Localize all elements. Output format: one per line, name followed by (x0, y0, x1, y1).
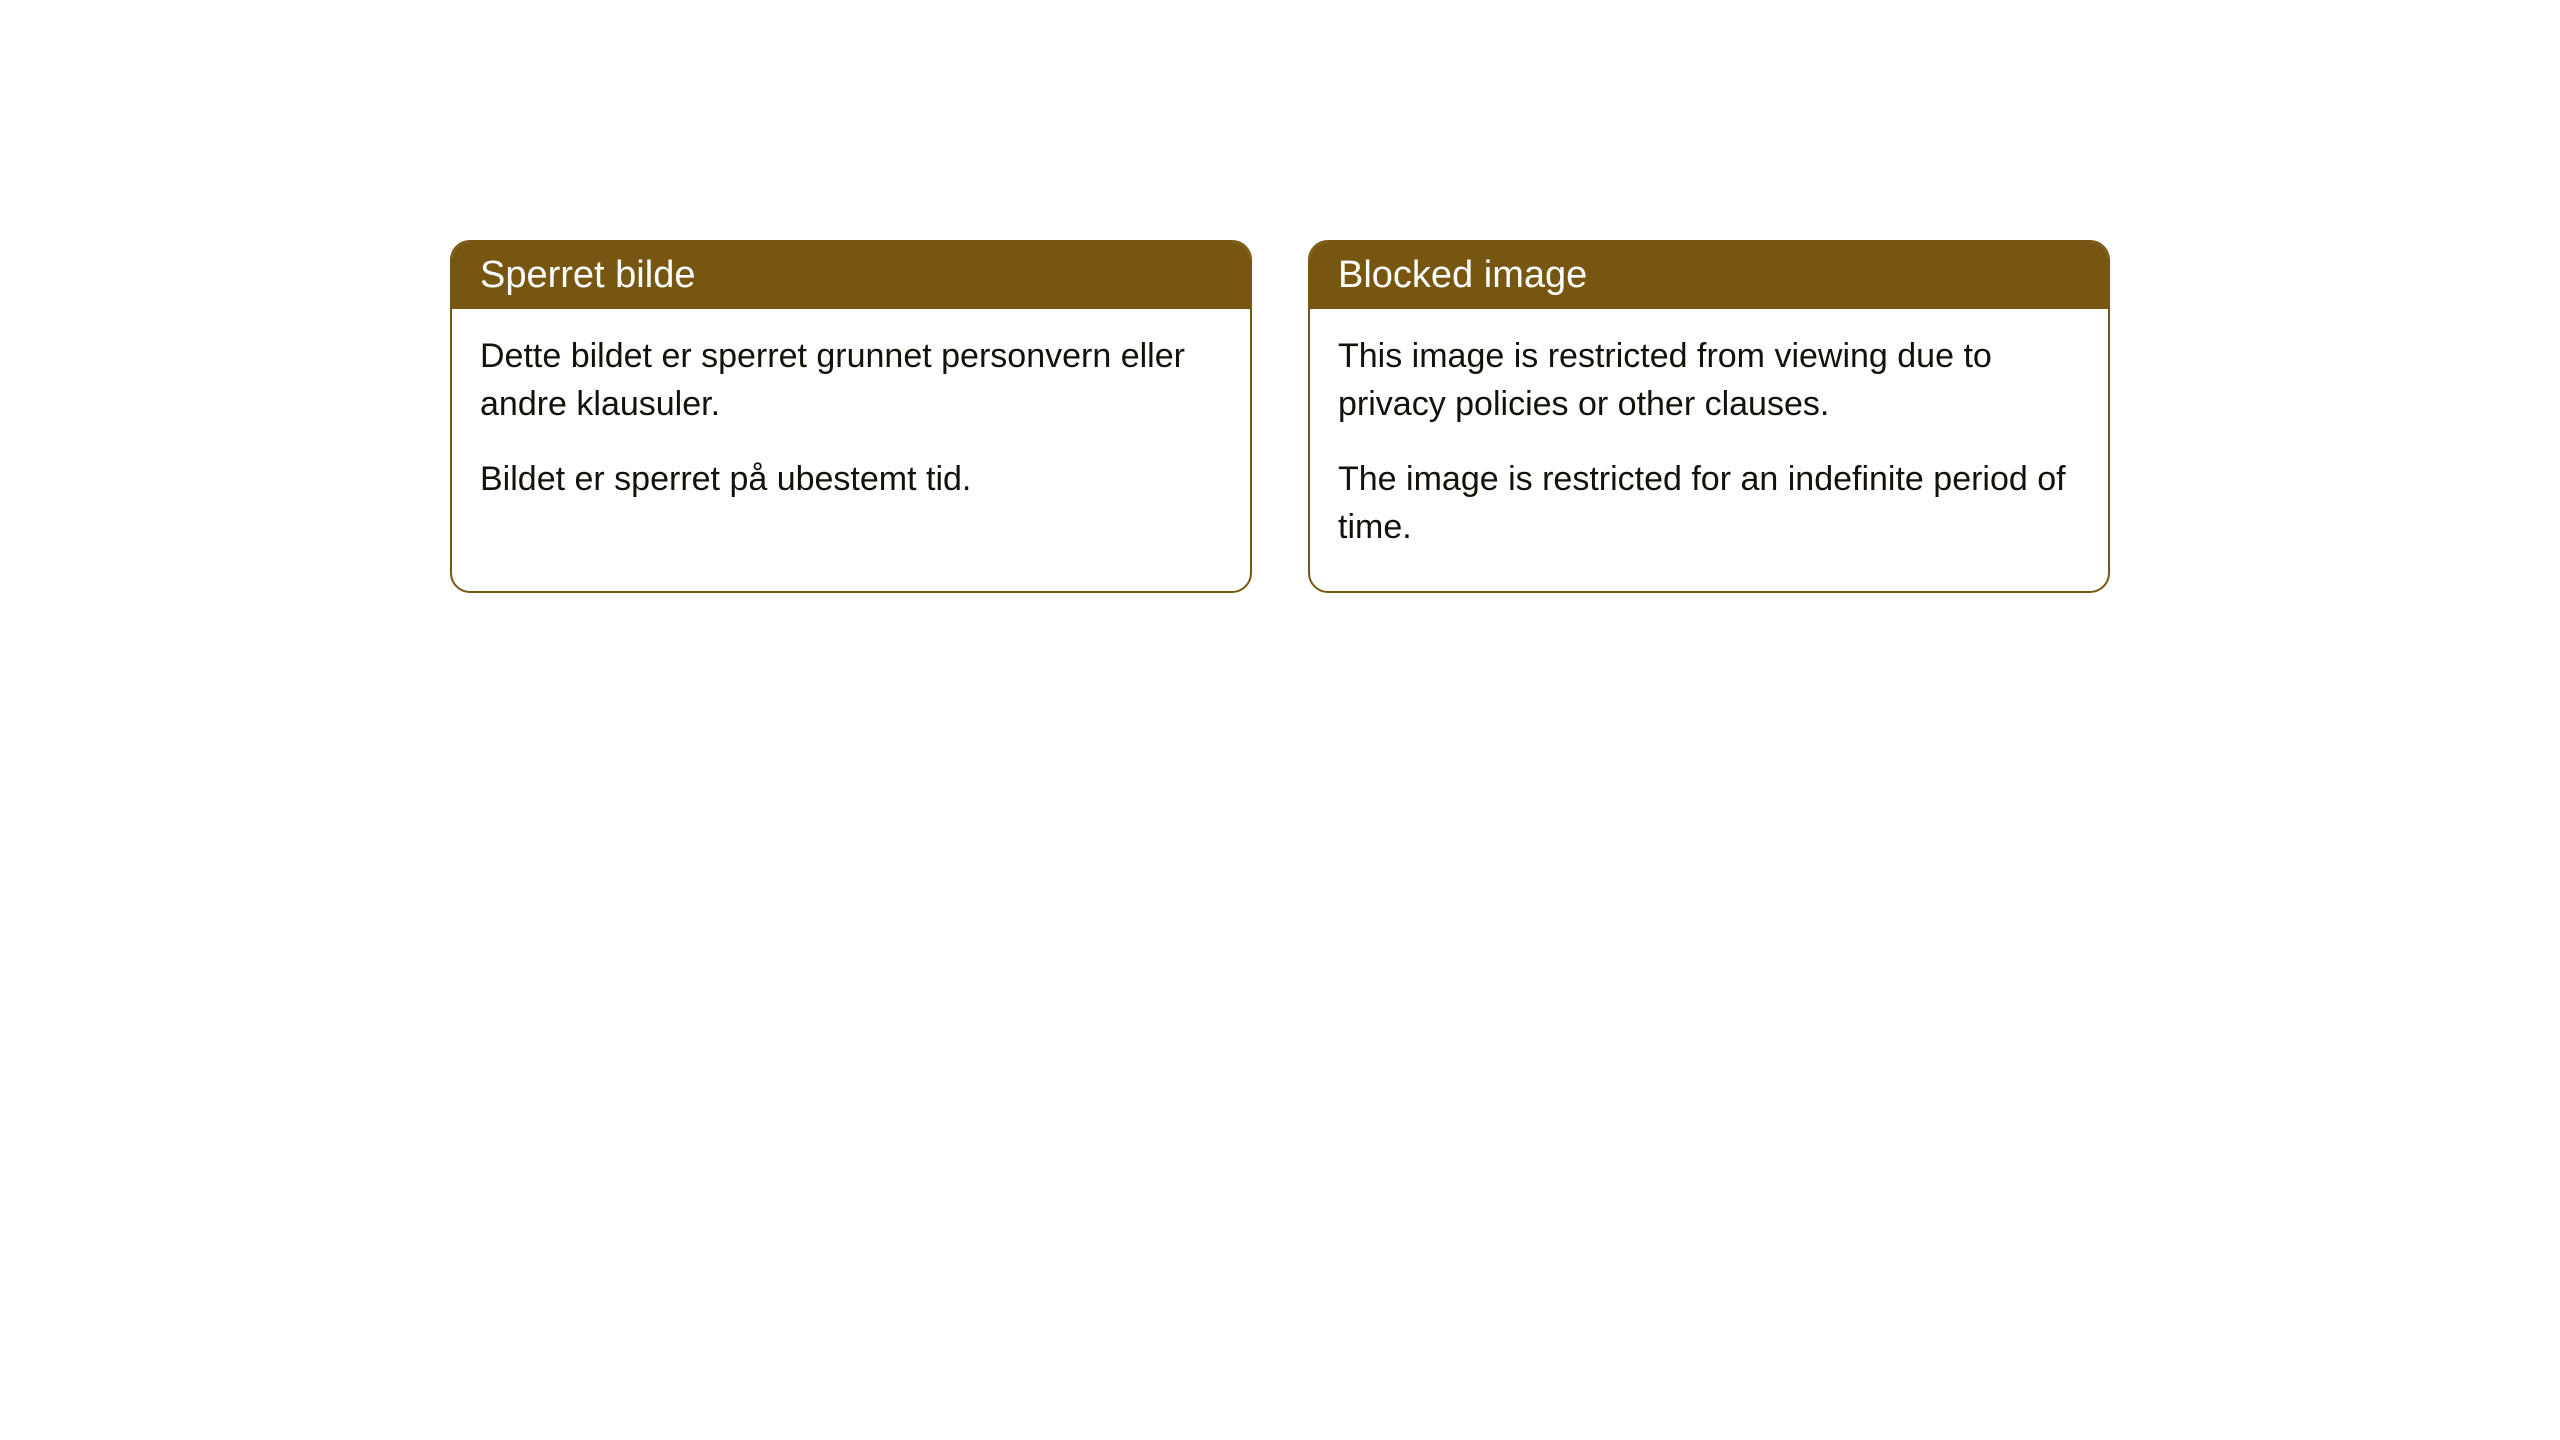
card-paragraph: The image is restricted for an indefinit… (1338, 456, 2080, 551)
card-paragraph: This image is restricted from viewing du… (1338, 333, 2080, 428)
card-paragraph: Bildet er sperret på ubestemt tid. (480, 456, 1222, 504)
card-header-english: Blocked image (1310, 242, 2108, 309)
card-paragraph: Dette bildet er sperret grunnet personve… (480, 333, 1222, 428)
notice-cards-container: Sperret bilde Dette bildet er sperret gr… (450, 240, 2110, 593)
card-title: Sperret bilde (480, 254, 695, 296)
card-body-english: This image is restricted from viewing du… (1310, 309, 2108, 591)
blocked-image-card-norwegian: Sperret bilde Dette bildet er sperret gr… (450, 240, 1252, 593)
card-title: Blocked image (1338, 254, 1587, 296)
blocked-image-card-english: Blocked image This image is restricted f… (1308, 240, 2110, 593)
card-body-norwegian: Dette bildet er sperret grunnet personve… (452, 309, 1250, 544)
card-header-norwegian: Sperret bilde (452, 242, 1250, 309)
